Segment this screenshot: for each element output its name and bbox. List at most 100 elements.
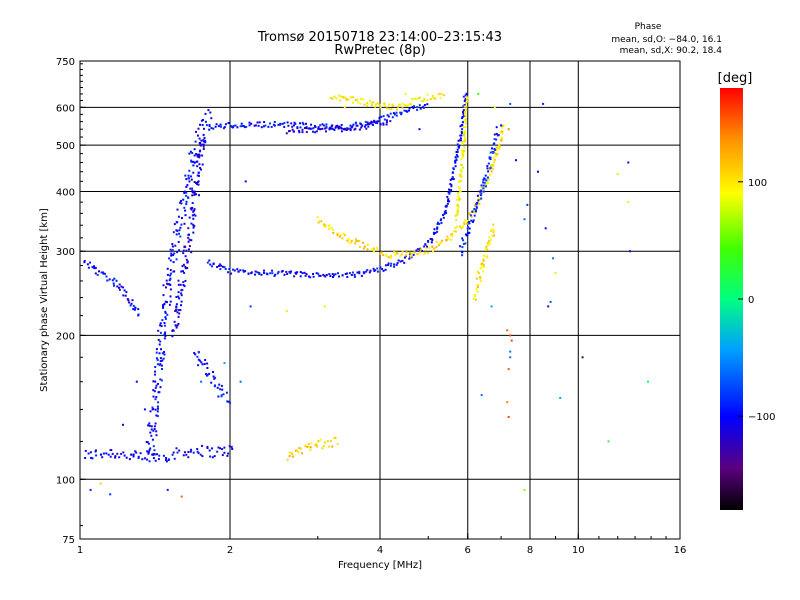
data-point: [99, 482, 102, 485]
data-point: [317, 272, 320, 275]
y-tick-label: 750: [56, 57, 75, 68]
data-point: [89, 488, 92, 491]
data-point: [340, 124, 343, 126]
data-point: [304, 274, 307, 277]
data-point: [413, 97, 416, 100]
data-point: [222, 393, 225, 396]
data-point: [202, 139, 205, 142]
data-point: [187, 227, 190, 230]
data-point: [232, 124, 235, 127]
data-point: [459, 225, 462, 228]
data-point: [458, 139, 461, 142]
data-point: [172, 451, 175, 454]
data-point: [489, 238, 492, 241]
data-point: [461, 149, 463, 152]
data-point: [456, 155, 459, 158]
data-point: [200, 168, 202, 171]
data-point: [301, 131, 304, 134]
data-point: [627, 161, 630, 164]
data-point: [205, 124, 208, 127]
data-point: [93, 267, 96, 270]
data-point: [502, 124, 505, 127]
data-point: [347, 241, 350, 244]
data-point: [459, 245, 462, 248]
data-point: [196, 153, 199, 156]
data-point: [189, 450, 192, 453]
data-point: [210, 127, 213, 129]
data-point: [309, 276, 312, 279]
data-point: [155, 396, 158, 398]
data-point: [475, 206, 478, 209]
data-point: [459, 173, 462, 176]
data-point: [480, 394, 483, 397]
data-point: [442, 214, 445, 216]
colorbar-ticks: 100 0 −100: [738, 178, 775, 423]
data-point: [118, 288, 121, 291]
data-point: [328, 445, 330, 448]
data-point: [107, 453, 110, 456]
data-point: [197, 180, 200, 183]
data-point: [208, 125, 211, 127]
data-point: [163, 337, 166, 340]
data-point: [186, 184, 189, 187]
data-point: [419, 96, 421, 99]
data-point: [482, 265, 485, 268]
data-point: [350, 241, 353, 244]
data-point: [160, 348, 162, 351]
data-point: [168, 257, 171, 260]
data-point: [309, 446, 312, 449]
data-point: [479, 267, 482, 270]
data-point: [404, 92, 407, 95]
data-point: [179, 226, 182, 229]
data-point: [153, 428, 156, 430]
data-point: [371, 123, 374, 126]
data-point: [217, 446, 220, 449]
data-point: [493, 158, 496, 161]
colorbar-unit: [deg]: [718, 71, 753, 86]
data-point: [480, 185, 483, 188]
data-point: [352, 123, 355, 126]
data-point: [347, 238, 350, 240]
data-point: [219, 123, 222, 126]
data-point: [482, 187, 485, 190]
data-point: [380, 115, 383, 118]
data-point: [460, 176, 463, 179]
data-point: [477, 200, 479, 203]
data-point: [440, 218, 442, 221]
data-point: [291, 125, 294, 128]
x-tick-label: 10: [572, 545, 585, 556]
data-point: [184, 255, 187, 258]
data-point: [484, 185, 487, 188]
data-point: [149, 410, 152, 413]
data-point: [161, 352, 164, 355]
data-point: [509, 334, 512, 337]
data-point: [161, 359, 164, 362]
data-point: [193, 352, 196, 354]
data-point: [332, 232, 335, 234]
data-point: [427, 240, 430, 242]
data-point: [526, 203, 529, 206]
data-point: [382, 269, 385, 272]
data-point: [367, 123, 370, 126]
data-point: [170, 272, 173, 275]
data-point: [353, 275, 356, 278]
data-point: [197, 171, 200, 174]
data-point: [193, 208, 196, 211]
data-point: [319, 128, 322, 131]
data-point: [172, 254, 175, 257]
data-point: [350, 126, 353, 129]
data-point: [472, 297, 475, 300]
data-point: [202, 119, 204, 121]
data-point: [232, 126, 234, 129]
data-point: [219, 388, 222, 391]
data-point: [424, 251, 427, 254]
data-point: [445, 211, 448, 214]
data-point: [368, 271, 371, 274]
data-point: [376, 102, 379, 105]
data-point: [155, 357, 158, 360]
data-point: [461, 117, 464, 120]
data-point: [491, 167, 494, 170]
data-point: [227, 452, 230, 455]
data-point: [459, 134, 462, 137]
data-point: [188, 233, 190, 236]
